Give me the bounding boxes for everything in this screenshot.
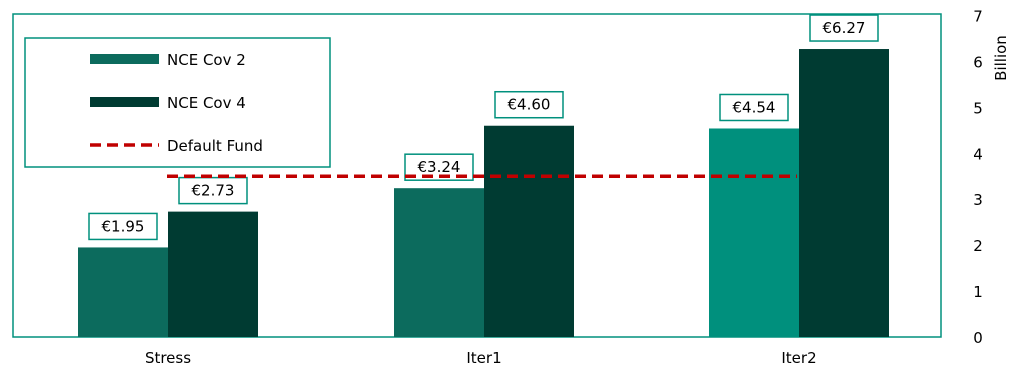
y-tick-label: 2 (973, 237, 983, 255)
data-label: €1.95 (102, 217, 145, 235)
y-tick-label: 5 (973, 99, 983, 117)
data-label-box (809, 14, 879, 42)
data-label: €2.73 (192, 182, 235, 200)
data-label: €6.27 (823, 19, 866, 37)
legend-swatch (90, 97, 159, 107)
bar-nce-cov-4-iter1 (484, 125, 574, 337)
bar-nce-cov-2-iter2 (709, 128, 799, 337)
y-tick-label: 4 (973, 145, 983, 163)
chart-marks: €1.95 €3.24 €4.54 €2.73 €4.60 €6.27 (78, 14, 889, 337)
y-tick-label: 6 (973, 53, 983, 71)
data-label-box (719, 93, 789, 122)
x-tick-label: Stress (145, 349, 191, 367)
data-label-box (494, 90, 564, 119)
data-label-box (178, 176, 248, 205)
legend-box (24, 37, 331, 168)
legend-label: Default Fund (167, 137, 263, 155)
data-label: €3.24 (418, 158, 461, 176)
data-label: €4.60 (508, 96, 551, 114)
legend-swatch (90, 54, 159, 64)
bar-nce-cov-2-stress (78, 247, 168, 337)
y-tick-label: 0 (973, 329, 983, 347)
y-tick-label: 1 (973, 283, 983, 301)
legend-label: NCE Cov 2 (167, 51, 246, 69)
bar-nce-cov-4-iter2 (799, 49, 889, 337)
y-axis: 0 1 2 3 4 5 6 7 Billion (973, 8, 1010, 348)
data-label: €4.54 (733, 98, 776, 116)
data-label-box (88, 212, 158, 241)
bar-nce-cov-4-stress (168, 211, 258, 337)
y-tick-label: 7 (973, 8, 983, 26)
y-tick-label: 3 (973, 191, 983, 209)
x-tick-label: Iter2 (781, 349, 816, 367)
legend: NCE Cov 2 NCE Cov 4 Default Fund (24, 37, 331, 168)
x-axis: Stress Iter1 Iter2 (145, 349, 817, 367)
bar-nce-cov-2-iter1 (394, 188, 484, 337)
legend-label: NCE Cov 4 (167, 94, 246, 112)
y-axis-title: Billion (992, 35, 1010, 81)
x-tick-label: Iter1 (466, 349, 501, 367)
